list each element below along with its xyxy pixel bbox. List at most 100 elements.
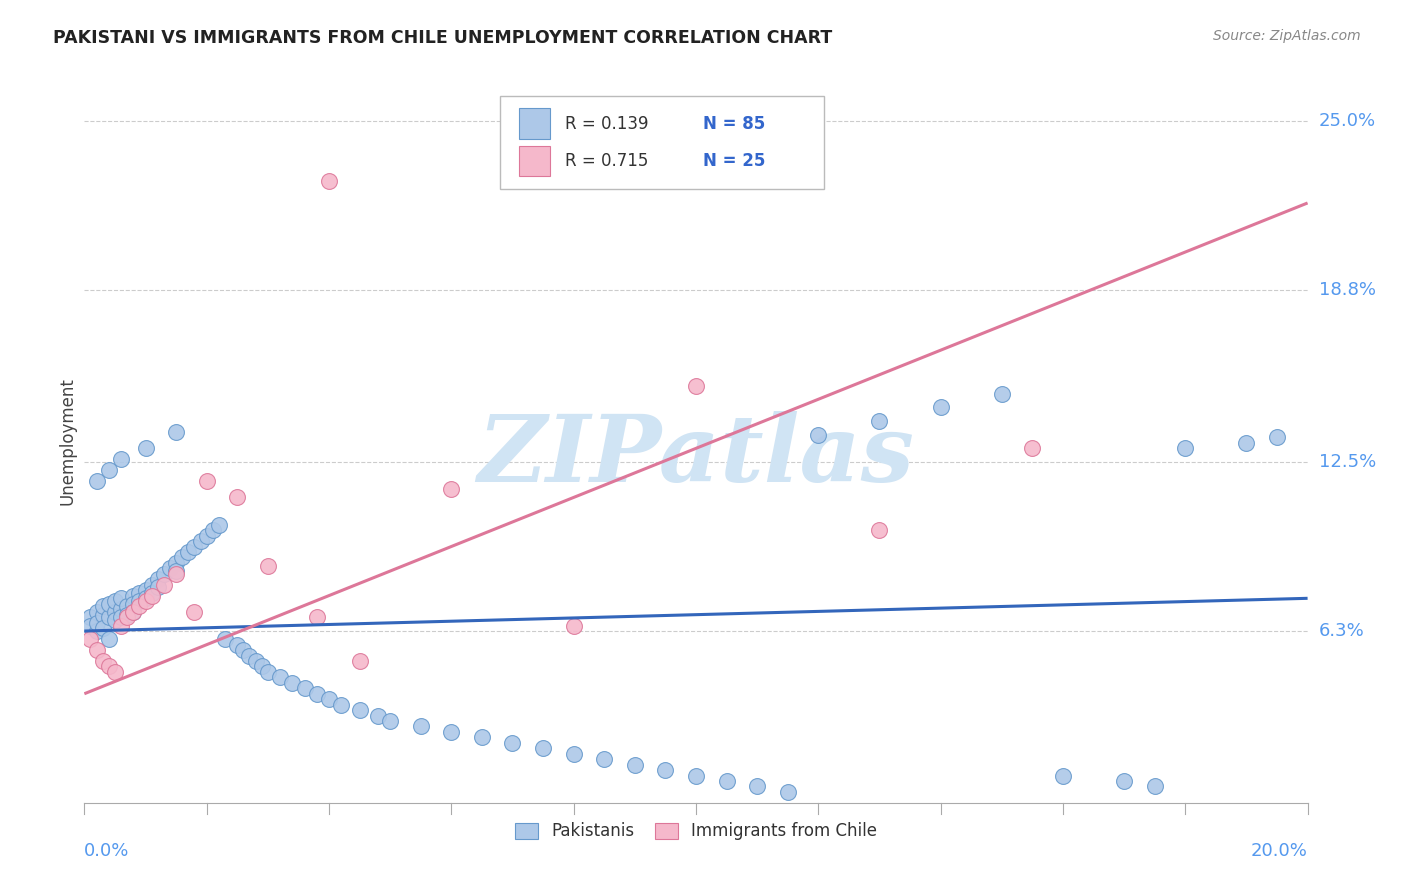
Text: R = 0.715: R = 0.715 bbox=[565, 153, 648, 170]
Point bbox=[97, 597, 120, 611]
Point bbox=[110, 591, 132, 606]
Point bbox=[294, 681, 316, 696]
Point bbox=[97, 632, 120, 647]
Point bbox=[146, 581, 169, 595]
Point bbox=[115, 610, 138, 624]
Point bbox=[86, 624, 108, 638]
Point bbox=[110, 610, 132, 624]
Point bbox=[1052, 768, 1074, 782]
Point bbox=[177, 545, 200, 559]
Y-axis label: Unemployment: Unemployment bbox=[58, 377, 76, 506]
Legend: Pakistanis, Immigrants from Chile: Pakistanis, Immigrants from Chile bbox=[506, 814, 886, 848]
Point bbox=[269, 670, 291, 684]
Point bbox=[747, 780, 769, 794]
Text: 12.5%: 12.5% bbox=[1319, 453, 1376, 471]
Point bbox=[685, 378, 707, 392]
Point bbox=[104, 613, 127, 627]
Point bbox=[305, 610, 328, 624]
Point bbox=[110, 452, 132, 467]
Point bbox=[172, 550, 194, 565]
Point bbox=[991, 387, 1014, 401]
Point bbox=[1143, 780, 1166, 794]
Point bbox=[104, 665, 127, 679]
Point bbox=[115, 599, 138, 614]
Point bbox=[776, 785, 799, 799]
Point bbox=[165, 425, 187, 439]
Text: PAKISTANI VS IMMIGRANTS FROM CHILE UNEMPLOYMENT CORRELATION CHART: PAKISTANI VS IMMIGRANTS FROM CHILE UNEMP… bbox=[53, 29, 832, 46]
Point bbox=[245, 654, 267, 668]
Point bbox=[91, 607, 114, 622]
Text: 25.0%: 25.0% bbox=[1319, 112, 1376, 130]
FancyBboxPatch shape bbox=[519, 146, 550, 177]
Point bbox=[165, 556, 187, 570]
Point bbox=[380, 714, 402, 728]
Point bbox=[226, 491, 249, 505]
Point bbox=[86, 605, 108, 619]
Point bbox=[165, 564, 187, 578]
Point bbox=[153, 566, 176, 581]
Point bbox=[135, 591, 157, 606]
Text: Source: ZipAtlas.com: Source: ZipAtlas.com bbox=[1213, 29, 1361, 43]
Text: 6.3%: 6.3% bbox=[1319, 622, 1364, 640]
Point bbox=[97, 463, 120, 477]
Point bbox=[208, 517, 231, 532]
Point bbox=[195, 528, 218, 542]
Point bbox=[135, 594, 157, 608]
Point bbox=[110, 602, 132, 616]
Point bbox=[141, 586, 163, 600]
Text: 0.0%: 0.0% bbox=[84, 842, 129, 860]
FancyBboxPatch shape bbox=[519, 109, 550, 139]
Point bbox=[165, 566, 187, 581]
Point bbox=[91, 654, 114, 668]
Point bbox=[330, 698, 353, 712]
Point bbox=[122, 597, 145, 611]
Point bbox=[929, 401, 952, 415]
Point bbox=[409, 719, 432, 733]
Point bbox=[440, 482, 463, 496]
Point bbox=[257, 665, 280, 679]
Text: R = 0.139: R = 0.139 bbox=[565, 115, 648, 133]
Point bbox=[128, 599, 150, 614]
Point bbox=[91, 621, 114, 635]
Point bbox=[79, 632, 101, 647]
Point bbox=[440, 725, 463, 739]
Point bbox=[104, 594, 127, 608]
Point bbox=[110, 618, 132, 632]
Point bbox=[349, 654, 371, 668]
Text: N = 25: N = 25 bbox=[703, 153, 765, 170]
Point bbox=[201, 523, 224, 537]
Point bbox=[97, 659, 120, 673]
Point bbox=[122, 589, 145, 603]
Point bbox=[716, 774, 738, 789]
Point bbox=[869, 523, 891, 537]
Point bbox=[79, 618, 101, 632]
Point bbox=[869, 414, 891, 428]
Point bbox=[257, 558, 280, 573]
Point bbox=[471, 731, 494, 745]
Point bbox=[1021, 442, 1043, 456]
Point bbox=[135, 442, 157, 456]
Point bbox=[226, 638, 249, 652]
Point bbox=[238, 648, 260, 663]
Point bbox=[807, 427, 830, 442]
Point bbox=[531, 741, 554, 756]
Point bbox=[135, 583, 157, 598]
Point bbox=[367, 708, 389, 723]
Point bbox=[685, 768, 707, 782]
Point bbox=[104, 605, 127, 619]
Point bbox=[153, 577, 176, 591]
Point bbox=[86, 474, 108, 488]
Point bbox=[232, 643, 254, 657]
Point bbox=[1114, 774, 1136, 789]
Text: 18.8%: 18.8% bbox=[1319, 281, 1375, 299]
Point bbox=[183, 605, 205, 619]
Point bbox=[97, 610, 120, 624]
Point bbox=[79, 610, 101, 624]
Point bbox=[593, 752, 616, 766]
Point bbox=[562, 747, 585, 761]
Point bbox=[318, 692, 340, 706]
Point bbox=[654, 763, 676, 777]
Point bbox=[115, 607, 138, 622]
Point bbox=[250, 659, 273, 673]
Point bbox=[146, 572, 169, 586]
